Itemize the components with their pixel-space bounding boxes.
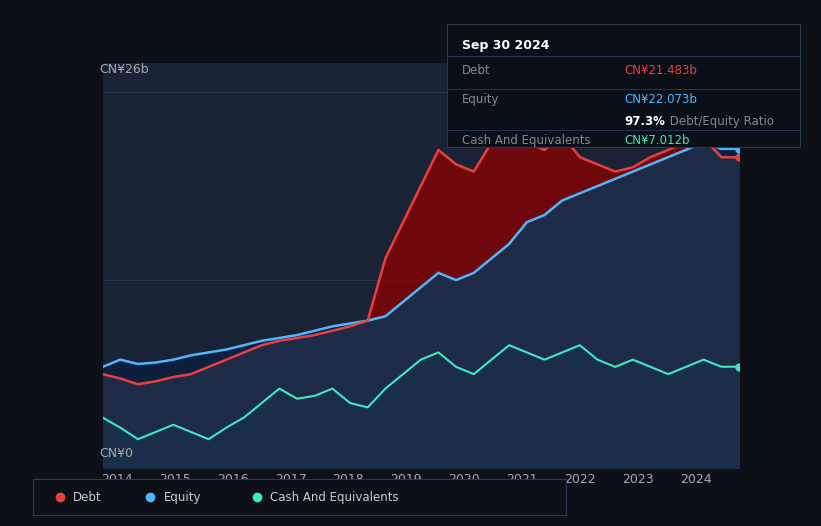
Text: Cash And Equivalents: Cash And Equivalents bbox=[461, 134, 590, 147]
Text: CN¥7.012b: CN¥7.012b bbox=[624, 134, 690, 147]
Text: CN¥21.483b: CN¥21.483b bbox=[624, 65, 697, 77]
Text: CN¥0: CN¥0 bbox=[99, 447, 134, 460]
Text: Equity: Equity bbox=[163, 491, 201, 503]
Text: Cash And Equivalents: Cash And Equivalents bbox=[270, 491, 399, 503]
Text: Sep 30 2024: Sep 30 2024 bbox=[461, 38, 549, 52]
Text: Debt: Debt bbox=[73, 491, 102, 503]
Text: CN¥22.073b: CN¥22.073b bbox=[624, 93, 697, 106]
Text: Debt: Debt bbox=[461, 65, 490, 77]
Text: 97.3%: 97.3% bbox=[624, 115, 665, 128]
Text: Debt/Equity Ratio: Debt/Equity Ratio bbox=[667, 115, 774, 128]
Text: CN¥26b: CN¥26b bbox=[99, 63, 149, 76]
Text: Equity: Equity bbox=[461, 93, 499, 106]
